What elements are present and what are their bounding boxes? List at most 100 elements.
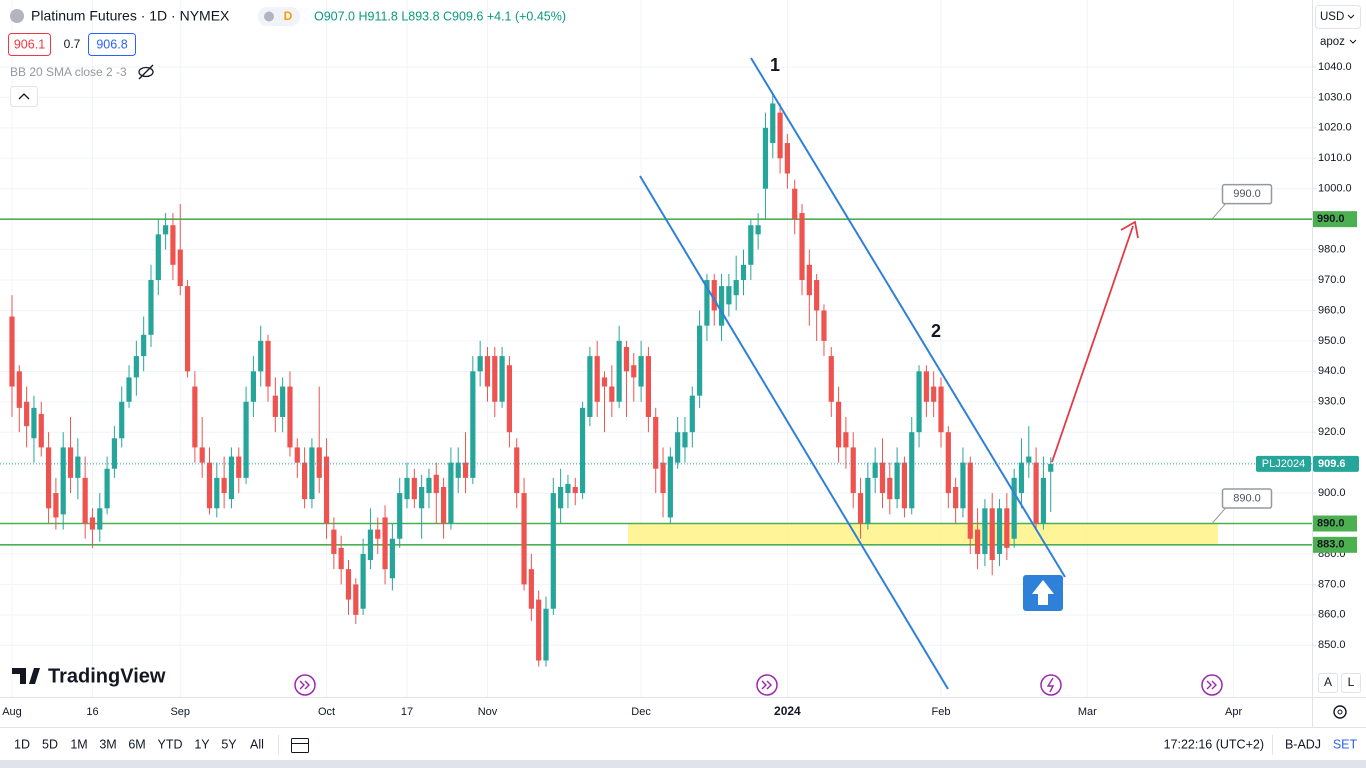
candle-body <box>462 462 469 478</box>
level-tag-label: 883.0 <box>1317 539 1345 551</box>
candle-body <box>953 486 959 509</box>
candle-body <box>492 356 498 402</box>
x-tick-label: Apr <box>1225 706 1242 718</box>
event-icon[interactable] <box>1040 674 1062 696</box>
unit-caret <box>1349 39 1357 44</box>
settings-icon[interactable] <box>1333 705 1347 719</box>
clock: 17:22:16 (UTC+2) <box>1164 737 1264 751</box>
candle-body <box>697 325 703 396</box>
range-button[interactable]: 1Y <box>194 737 210 751</box>
logo-mark <box>12 668 40 684</box>
candle-body <box>572 486 578 494</box>
level-tag <box>1313 515 1357 532</box>
candle-body <box>594 356 600 402</box>
range-button[interactable]: All <box>250 737 264 751</box>
range-button[interactable]: 5Y <box>221 737 237 751</box>
level-tag-label: 890.0 <box>1317 517 1345 529</box>
range-button[interactable]: YTD <box>158 737 183 751</box>
collapse-button[interactable] <box>10 86 38 107</box>
range-button[interactable]: 6M <box>128 737 145 751</box>
candle-body <box>258 340 264 372</box>
candle-body <box>901 462 908 509</box>
candle-body <box>777 112 783 159</box>
candle-body <box>419 486 425 509</box>
candle-body <box>1004 508 1010 548</box>
candle-body <box>302 462 308 500</box>
symbol-tag-label: PLJ2024 <box>1262 458 1305 470</box>
candle-body <box>206 462 213 509</box>
event-icon[interactable] <box>756 674 778 696</box>
candle-body <box>704 280 710 326</box>
range-button[interactable]: 1D <box>14 737 30 751</box>
candle-body <box>331 529 337 554</box>
candle-body <box>609 386 615 402</box>
candle-body <box>865 477 871 524</box>
candle-body <box>221 477 227 494</box>
candle-body <box>389 538 395 579</box>
candle-body <box>653 416 659 469</box>
range-button[interactable]: 1M <box>70 737 87 751</box>
x-tick-label: Oct <box>318 706 335 718</box>
candle-body <box>996 508 1003 554</box>
candle-body <box>894 462 900 500</box>
x-tick-label: 2024 <box>774 704 801 718</box>
candle-body <box>835 401 842 448</box>
x-tick-label: 16 <box>86 706 98 718</box>
candle-body <box>133 356 139 378</box>
x-tick-label: Feb <box>932 706 951 718</box>
y-tick-label: 940.0 <box>1318 365 1346 377</box>
candle-body <box>565 483 571 494</box>
indicator-label: BB 20 SMA close 2 -3 <box>10 65 127 79</box>
candle-body <box>280 386 286 417</box>
y-tick-label: 980.0 <box>1318 243 1346 255</box>
candle-body <box>726 286 732 305</box>
candle-body <box>558 486 564 509</box>
candle-body <box>45 447 52 509</box>
logo-text: TradingView <box>48 665 166 687</box>
auto-scale-button[interactable] <box>1318 673 1338 693</box>
candle-body <box>67 447 74 478</box>
candle-body <box>163 225 169 235</box>
sell-button[interactable] <box>8 33 51 56</box>
callout-leader <box>1211 507 1227 524</box>
currency-button[interactable] <box>1315 5 1361 29</box>
eye-slash <box>138 64 154 80</box>
candle-body <box>309 447 315 500</box>
adjust-toggle[interactable]: B-ADJ <box>1285 737 1321 751</box>
goto-date[interactable] <box>291 738 309 753</box>
candle-body <box>455 462 461 478</box>
settlement-toggle[interactable]: SET <box>1333 737 1358 751</box>
range-button[interactable]: 3M <box>99 737 116 751</box>
buy-button[interactable] <box>88 33 136 56</box>
candle-body <box>974 529 981 554</box>
callout-leader <box>1211 202 1227 220</box>
log-scale-button[interactable] <box>1341 673 1361 693</box>
y-tick-label: 930.0 <box>1318 396 1346 408</box>
x-tick-label: 17 <box>401 706 413 718</box>
hide-icon[interactable] <box>138 64 154 80</box>
candle-body <box>718 286 725 326</box>
candle-body <box>499 356 505 402</box>
candle-body <box>404 477 410 500</box>
y-tick-label: 1030.0 <box>1318 91 1352 103</box>
x-tick-label: Nov <box>478 706 498 718</box>
event-icon[interactable] <box>294 674 316 696</box>
event-icon[interactable] <box>1201 674 1223 696</box>
candle-body <box>857 493 864 524</box>
badge-dot <box>264 11 274 22</box>
callout-label: 890.0 <box>1233 492 1261 504</box>
candle-body <box>411 477 417 500</box>
wave-label: 1 <box>770 55 780 75</box>
range-button[interactable]: 5D <box>42 737 58 751</box>
level-tag <box>1313 211 1357 228</box>
candle-body <box>748 225 754 265</box>
symbol-title: Platinum Futures · 1D · NYMEX <box>31 8 230 24</box>
candle-body <box>740 264 747 281</box>
eye <box>138 66 154 78</box>
candle-body <box>82 477 88 524</box>
candle-body <box>982 508 988 554</box>
level-tag <box>1313 536 1357 553</box>
candle-body <box>484 356 491 387</box>
candle-body <box>16 371 22 408</box>
callout-box <box>1221 488 1273 509</box>
